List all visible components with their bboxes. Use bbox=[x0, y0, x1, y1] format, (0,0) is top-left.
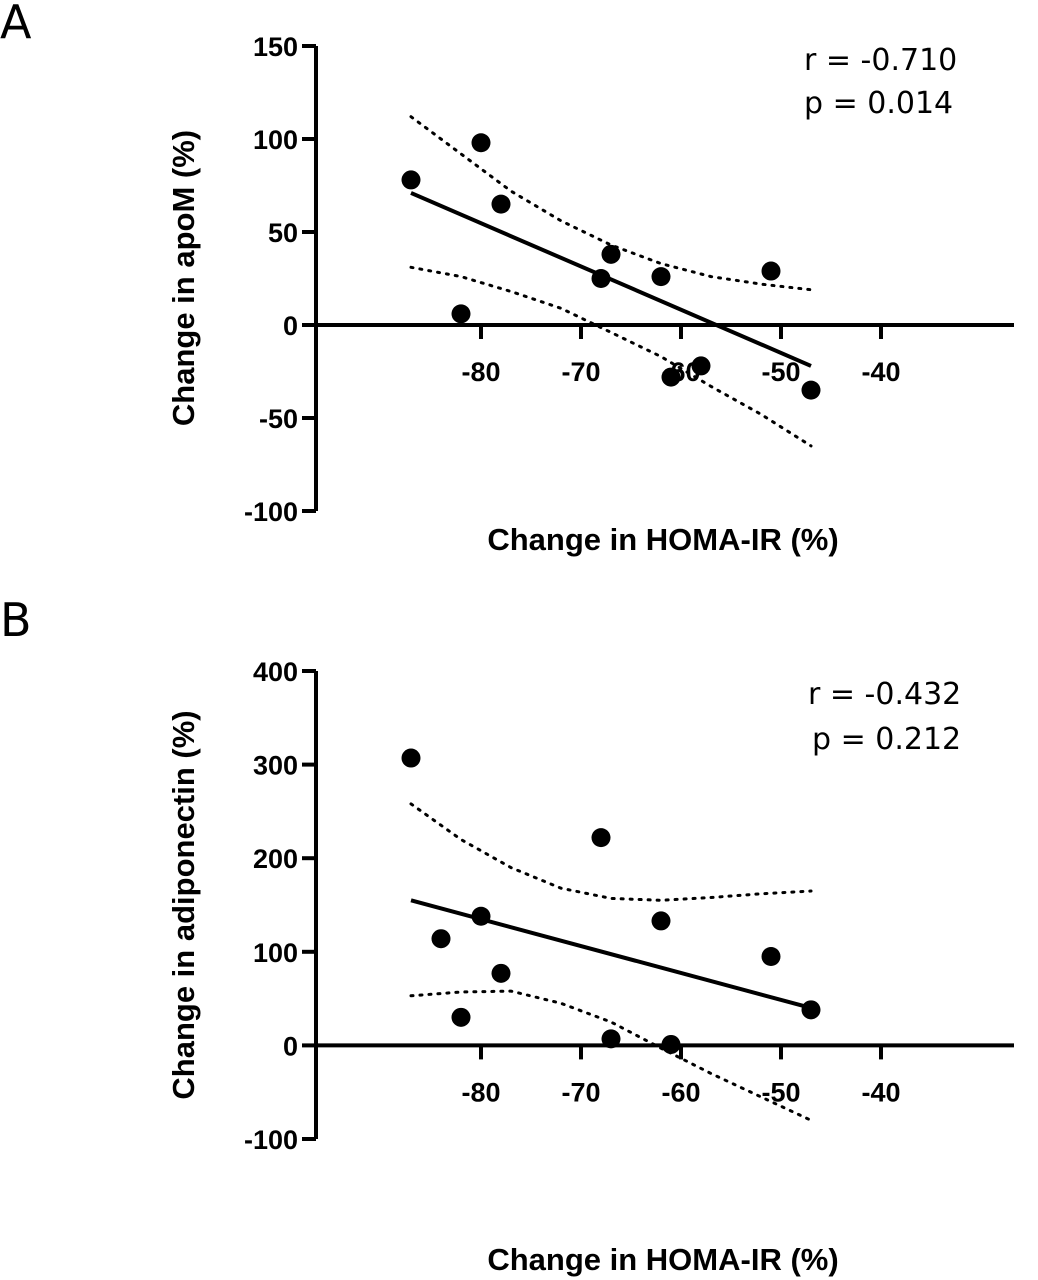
panel-a-ci-upper-line bbox=[409, 115, 813, 292]
panel-a-y-tick-label: 0 bbox=[283, 311, 298, 341]
panel-a-y-tick-label: 50 bbox=[268, 218, 298, 248]
panel-a-p-value: p = 0.014 bbox=[804, 86, 953, 121]
panel-a-data-point bbox=[661, 367, 681, 387]
panel-a-regression-line bbox=[410, 191, 812, 368]
panel-b-y-axis-title: Change in adiponectin (%) bbox=[166, 710, 201, 1099]
panel-a-data-point bbox=[491, 194, 511, 214]
panel-a-y-tick-label: 100 bbox=[253, 125, 298, 155]
panel-letter-a: A bbox=[0, 0, 32, 49]
panel-a-r-value: r = -0.710 bbox=[804, 43, 957, 78]
panel-b-x-tick-label: -80 bbox=[461, 1077, 500, 1107]
panel-a-x-tick-label: -80 bbox=[461, 357, 500, 387]
panel-b-y-tick-label: 200 bbox=[253, 844, 298, 874]
panel-a-x-tick-label: -50 bbox=[761, 357, 800, 387]
panel-b-y-tick-label: 400 bbox=[253, 657, 298, 687]
panel-b-data-point bbox=[401, 748, 421, 768]
panel-b-p-value: p = 0.212 bbox=[812, 722, 961, 757]
panel-a-data-point bbox=[761, 261, 781, 281]
panel-b-data-point bbox=[591, 828, 611, 848]
panel-a-y-tick-label: -50 bbox=[259, 404, 298, 434]
panel-b-r-value: r = -0.432 bbox=[808, 677, 961, 712]
panel-b-data-point bbox=[491, 963, 511, 983]
panel-b-data-point bbox=[801, 1000, 821, 1020]
panel-b-y-tick-label: 300 bbox=[253, 751, 298, 781]
panel-b-data-point bbox=[651, 911, 671, 931]
panel-a-x-tick-label: -70 bbox=[561, 357, 600, 387]
panel-a-x-tick-label: -40 bbox=[861, 357, 900, 387]
panel-letter-b: B bbox=[0, 593, 32, 647]
panel-a: A r = -0.710 p = 0.014 Change in HOMA-IR… bbox=[0, 0, 1014, 557]
panel-b-y-tick-label: 0 bbox=[283, 1031, 298, 1061]
panel-a-y-axis-title: Change in apoM (%) bbox=[166, 130, 201, 426]
panel-b-ci-lower-line bbox=[409, 989, 813, 1122]
panel-a-data-point bbox=[601, 244, 621, 264]
panel-a-data-point bbox=[471, 133, 491, 153]
panel-b-x-axis-title: Change in HOMA-IR (%) bbox=[487, 1242, 838, 1277]
panel-a-data-point bbox=[401, 170, 421, 190]
panel-b-x-tick-label: -50 bbox=[761, 1077, 800, 1107]
panel-a-data-point bbox=[651, 267, 671, 287]
panel-b-plot-area: 400 300 200 100 0 -100 -80 -70 -60 -50 -40 bbox=[244, 657, 1014, 1155]
panel-a-data-point bbox=[691, 356, 711, 376]
panel-b-x-tick-label: -40 bbox=[861, 1077, 900, 1107]
panel-b-data-point bbox=[601, 1029, 621, 1049]
panel-a-y-tick-label: -100 bbox=[244, 497, 298, 527]
panel-b-y-tick-label: 100 bbox=[253, 938, 298, 968]
panel-a-x-axis-title: Change in HOMA-IR (%) bbox=[487, 522, 838, 557]
panel-b-data-point bbox=[431, 929, 451, 949]
panel-b-data-point bbox=[471, 906, 491, 926]
panel-b-regression-line bbox=[410, 898, 812, 1010]
panel-b-data-point bbox=[451, 1007, 471, 1027]
panel-b-y-tick-label: -100 bbox=[244, 1125, 298, 1155]
panel-b: B r = -0.432 p = 0.212 Change in HOMA-IR… bbox=[0, 593, 1014, 1277]
panel-b-x-tick-label: -60 bbox=[661, 1077, 700, 1107]
panel-a-ci-lower-line bbox=[409, 265, 813, 448]
panel-b-data-point bbox=[661, 1034, 681, 1054]
panel-b-data-point bbox=[761, 946, 781, 966]
panel-a-data-point bbox=[451, 304, 471, 324]
panel-a-data-point bbox=[591, 269, 611, 288]
panel-a-data-point bbox=[801, 380, 821, 400]
panel-b-ci-upper-line bbox=[409, 802, 813, 902]
panel-a-y-tick-label: 150 bbox=[253, 32, 298, 62]
panel-b-x-tick-label: -70 bbox=[561, 1077, 600, 1107]
